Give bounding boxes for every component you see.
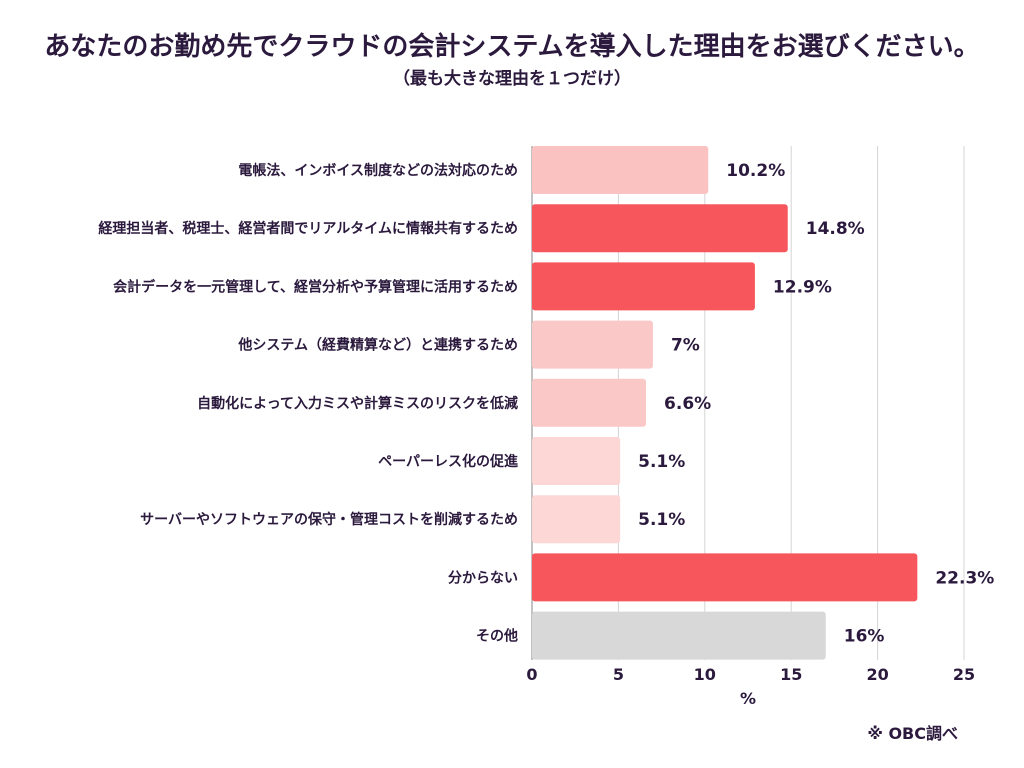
value-label-4: 6.6% xyxy=(664,394,711,414)
value-label-3: 7% xyxy=(671,336,700,356)
value-label-1: 14.8% xyxy=(806,219,865,239)
value-label-2: 12.9% xyxy=(773,277,832,297)
x-axis: 0 5 10 15 20 25% xyxy=(526,665,975,708)
category-label-5: ペーパーレス化の促進 xyxy=(378,453,518,470)
chart-title: あなたのお勤め先でクラウドの会計システムを導入した理由をお選びください。 xyxy=(44,32,980,62)
value-label-7: 22.3% xyxy=(935,568,994,588)
bar-2 xyxy=(532,262,755,311)
bar-3 xyxy=(532,320,653,369)
category-label-3: 他システム（経費精算など）と連携するため xyxy=(237,337,518,354)
value-label-5: 5.1% xyxy=(638,452,685,472)
x-tick-label-10: 10 xyxy=(694,665,716,684)
x-tick-label-25: 25 xyxy=(953,665,975,684)
source-note: ※ OBC調べ xyxy=(867,724,958,743)
category-label-8: その他 xyxy=(476,628,518,645)
bar-1 xyxy=(532,204,788,253)
category-label-1: 経理担当者、税理士、経営者間でリアルタイムに情報共有するため xyxy=(98,220,518,237)
bar-5 xyxy=(532,437,621,485)
bar-4 xyxy=(532,378,647,427)
category-label-0: 電帳法、インボイス制度などの法対応のため xyxy=(238,162,518,179)
x-tick-label-5: 5 xyxy=(613,665,624,684)
value-label-8: 16% xyxy=(844,627,885,647)
chart-subtitle: （最も大きな理由を１つだけ） xyxy=(393,69,631,89)
x-tick-label-15: 15 xyxy=(780,665,802,684)
category-label-6: サーバーやソフトウェアの保守・管理コストを削減するため xyxy=(140,511,518,528)
bar-7 xyxy=(532,553,918,602)
category-label-4: 自動化によって入力ミスや計算ミスのリスクを低減 xyxy=(197,395,518,412)
bar-8 xyxy=(532,611,826,660)
value-label-0: 10.2% xyxy=(726,161,785,181)
x-tick-label-20: 20 xyxy=(866,665,888,684)
bar-6 xyxy=(532,495,621,544)
category-label-7: 分からない xyxy=(448,570,518,586)
bars xyxy=(532,146,918,660)
x-axis-title: % xyxy=(740,689,756,708)
bar-0 xyxy=(532,146,709,194)
labels: 電帳法、インボイス制度などの法対応のため 10.2% 経理担当者、税理士、経営者間で… xyxy=(98,161,994,647)
category-label-2: 会計データを一元管理して、経営分析や予算管理に活用するため xyxy=(113,278,518,295)
x-tick-label-0: 0 xyxy=(526,665,537,684)
value-label-6: 5.1% xyxy=(638,510,685,530)
